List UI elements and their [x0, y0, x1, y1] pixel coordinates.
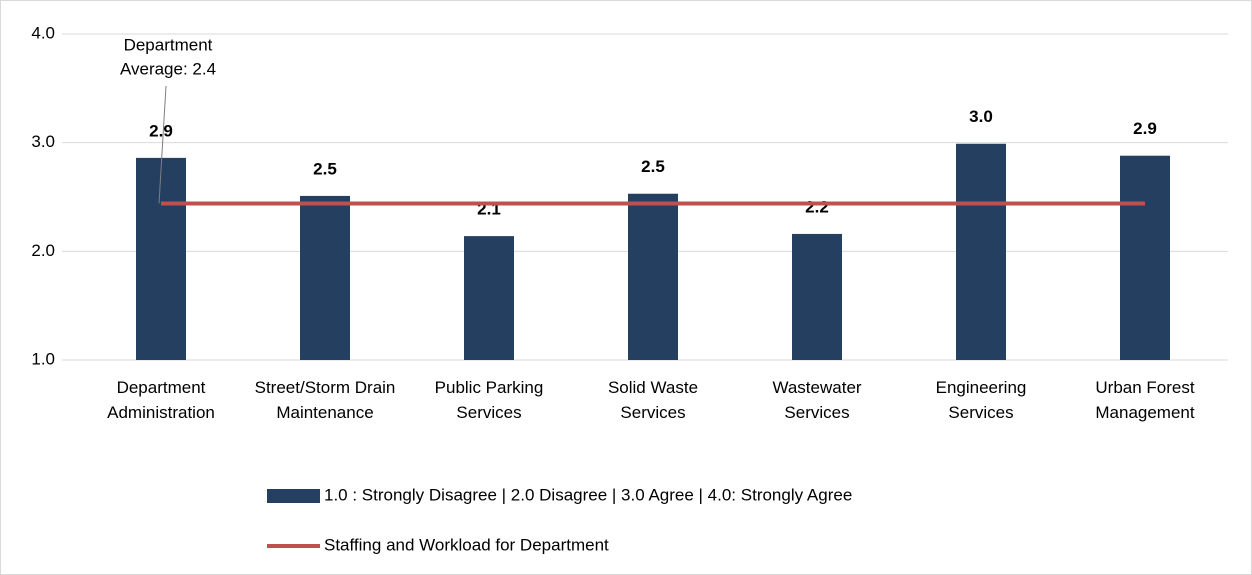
data-label: 3.0: [969, 107, 993, 126]
bar: [792, 233, 842, 360]
bar: [956, 143, 1006, 360]
x-tick-label: Urban Forest Management: [1095, 378, 1195, 422]
annotation-leader: [158, 85, 167, 204]
data-label: 2.5: [313, 159, 337, 178]
legend-swatch: [267, 489, 320, 503]
x-tick-label: Wastewater Services: [772, 378, 862, 422]
x-tick-label: Street/Storm Drain Maintenance: [254, 378, 396, 422]
y-tick-label: 1.0: [31, 349, 55, 368]
data-label: 2.2: [805, 197, 829, 216]
y-tick-label: 3.0: [31, 132, 55, 151]
data-label: 2.5: [641, 157, 665, 176]
data-label: 2.9: [149, 121, 173, 140]
bar: [300, 195, 350, 360]
y-tick-label: 4.0: [31, 23, 55, 42]
bar: [1120, 155, 1170, 360]
x-tick-label: Public Parking Services: [434, 378, 544, 422]
bar: [464, 236, 514, 360]
y-tick-label: 2.0: [31, 241, 55, 260]
x-tick-label: Engineering Services: [935, 378, 1027, 422]
legend-label: 1.0 : Strongly Disagree | 2.0 Disagree |…: [324, 485, 852, 504]
bar: [628, 193, 678, 360]
bar: [136, 157, 186, 360]
legend-label: Staffing and Workload for Department: [324, 535, 609, 554]
annotation: Average: 2.4: [120, 59, 216, 78]
x-tick-label: Department Administration: [107, 378, 215, 422]
annotation: Department: [124, 35, 213, 54]
x-tick-label: Solid Waste Services: [607, 378, 699, 422]
data-label: 2.9: [1133, 119, 1157, 138]
